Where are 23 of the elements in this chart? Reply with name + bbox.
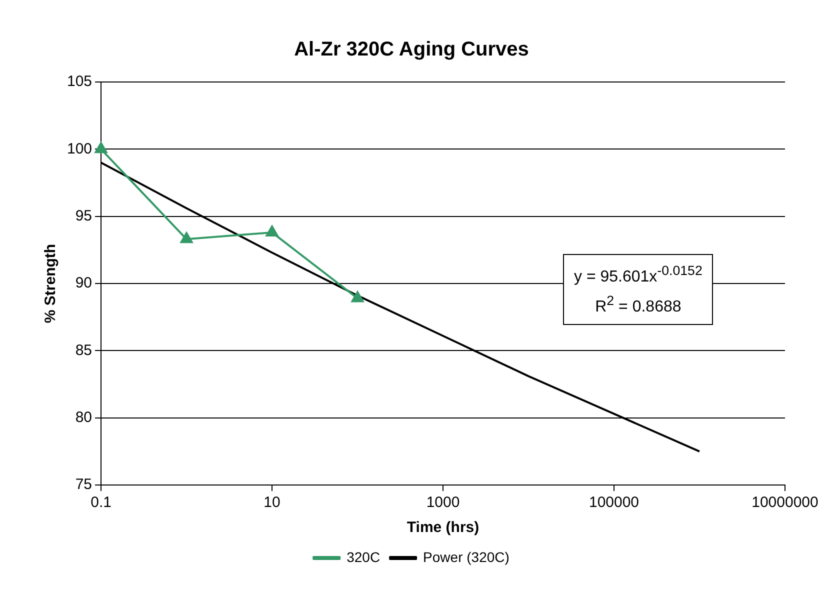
point: [266, 225, 278, 236]
x-tick-label: 10: [264, 494, 280, 512]
x-tick-label: 100000: [588, 494, 640, 512]
y-tick-label: 100: [66, 140, 92, 158]
y-tick-label: 95: [75, 207, 92, 224]
x-axis-title: Time (hrs): [406, 519, 480, 536]
x-tick-label: 1000: [426, 494, 460, 512]
annotation: R$^{2}$ = 0.8688: [594, 292, 682, 318]
y-tick-label: 90: [75, 274, 92, 292]
x-tick-label: 0.1: [90, 494, 112, 512]
legend-label: 320C: [346, 548, 380, 565]
chart-title: Al-Zr 320C Aging Curves: [294, 38, 529, 61]
point: [94, 142, 108, 154]
point: [180, 232, 193, 244]
annotation: y = 95.601x$^{-0.0152}$: [574, 262, 702, 288]
y-tick-label: 80: [75, 408, 92, 426]
point: [351, 291, 364, 302]
x-tick-label: 10000000: [752, 494, 818, 512]
y-tick-label: 85: [75, 342, 92, 359]
legend-label: Power (320C): [423, 548, 510, 565]
y-tick-label: 105: [66, 73, 92, 90]
y-tick-label: 75: [75, 476, 92, 494]
y-axis-title: % Strength: [42, 244, 60, 324]
